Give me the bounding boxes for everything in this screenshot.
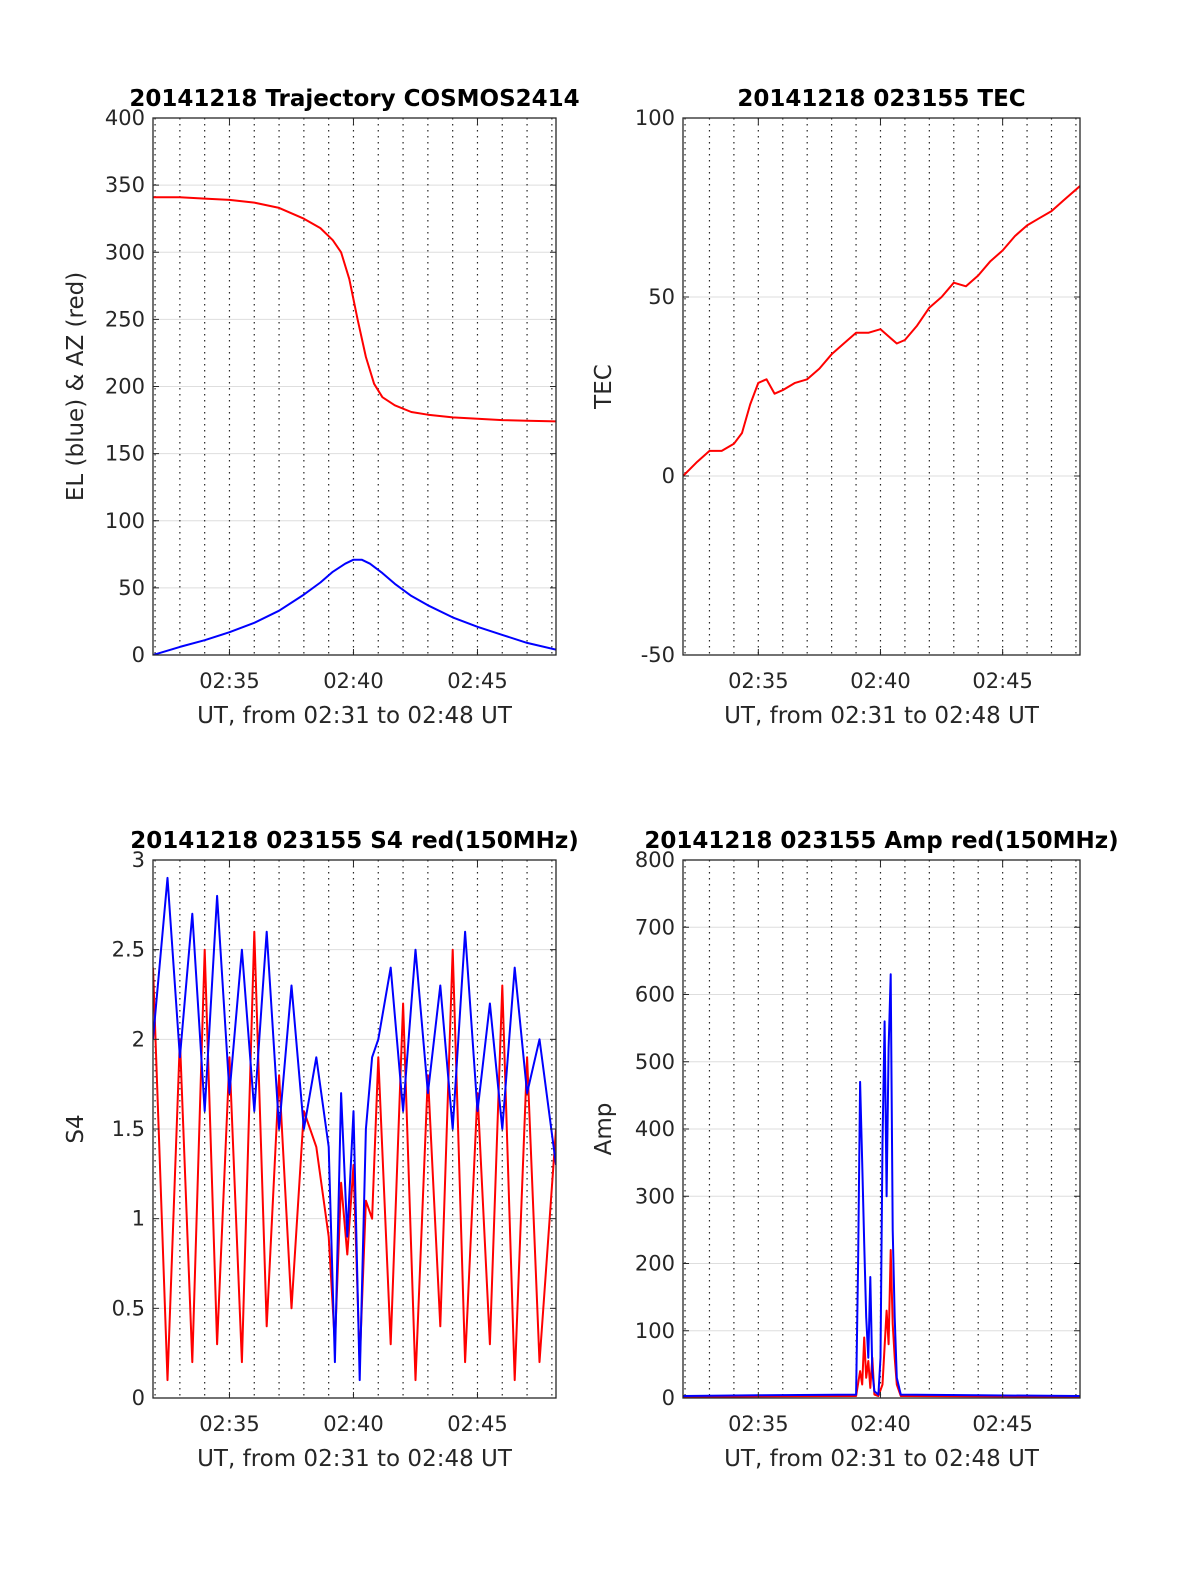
- axes-box: [682, 117, 1081, 656]
- y-tick-label: 700: [635, 915, 675, 939]
- y-tick-label: 100: [105, 509, 145, 533]
- chart-title: 20141218 023155 Amp red(150MHz): [644, 828, 1118, 854]
- y-tick-label: 2: [132, 1027, 145, 1051]
- tec-plot: -50 0 50 100 02:35 02:40 02:45 20141218 023155 …: [591, 86, 1081, 729]
- y-tick-label: 350: [105, 173, 145, 197]
- y-axis-label: TEC: [591, 364, 617, 410]
- y-tick-label: 300: [635, 1184, 675, 1208]
- x-tick-label: 02:45: [972, 669, 1033, 693]
- y-tick-label: 50: [648, 285, 675, 309]
- x-tick-label: 02:45: [972, 1412, 1033, 1436]
- y-tick-label: 2.5: [112, 938, 145, 962]
- y-tick-label: 250: [105, 307, 145, 331]
- y-tick-label: 0: [132, 1386, 145, 1410]
- y-tick-label: -50: [641, 643, 675, 667]
- chart-title: 20141218 023155 TEC: [737, 86, 1025, 112]
- series-line-1: [153, 558, 556, 655]
- chart-title: 20141218 023155 S4 red(150MHz): [130, 828, 579, 854]
- y-tick-label: 100: [635, 106, 675, 130]
- x-axis-label: UT, from 02:31 to 02:48 UT: [197, 1446, 513, 1472]
- series-line-0: [683, 1249, 1080, 1398]
- y-axis-label: Amp: [591, 1103, 617, 1156]
- y-tick-label: 100: [635, 1319, 675, 1343]
- series-line-0: [153, 196, 556, 423]
- x-axis-label: UT, from 02:31 to 02:48 UT: [197, 703, 513, 729]
- x-tick-label: 02:35: [199, 669, 260, 693]
- y-tick-label: 1.5: [112, 1117, 145, 1141]
- y-tick-label: 50: [118, 576, 145, 600]
- x-axis-label: UT, from 02:31 to 02:48 UT: [724, 703, 1040, 729]
- x-tick-label: 02:35: [728, 669, 789, 693]
- series-line-0: [153, 930, 556, 1382]
- y-tick-label: 3: [132, 848, 145, 872]
- trajectory-plot: 0 50 100 150 200 250 300 350 400 02:35 02:40 02:45 2…: [63, 86, 580, 729]
- y-tick-label: 800: [635, 848, 675, 872]
- x-tick-label: 02:40: [323, 1412, 384, 1436]
- amp-plot: 0 100 200 300 400 500 600 700 800 02:35 02:40 02:45…: [591, 828, 1119, 1472]
- y-tick-label: 0.5: [112, 1296, 145, 1320]
- series-line-1: [153, 876, 556, 1382]
- y-tick-label: 0: [662, 1386, 675, 1410]
- y-tick-label: 200: [635, 1252, 675, 1276]
- y-tick-label: 0: [132, 643, 145, 667]
- x-tick-label: 02:40: [850, 669, 911, 693]
- x-tick-label: 02:40: [323, 669, 384, 693]
- x-tick-label: 02:40: [850, 1412, 911, 1436]
- chart-title: 20141218 Trajectory COSMOS2414: [129, 86, 579, 112]
- y-tick-label: 500: [635, 1050, 675, 1074]
- y-tick-label: 200: [105, 375, 145, 399]
- x-tick-label: 02:45: [447, 669, 508, 693]
- y-tick-label: 150: [105, 442, 145, 466]
- s4-plot: 0 0.5 1 1.5 2 2.5 3 02:35 02:40 02:45 20141218 023…: [63, 828, 579, 1472]
- y-tick-label: 1: [132, 1207, 145, 1231]
- y-tick-label: 600: [635, 983, 675, 1007]
- y-tick-label: 400: [105, 106, 145, 130]
- y-tick-label: 400: [635, 1117, 675, 1141]
- y-tick-label: 0: [662, 464, 675, 488]
- x-tick-label: 02:35: [728, 1412, 789, 1436]
- series-line-1: [683, 973, 1080, 1397]
- x-tick-label: 02:45: [447, 1412, 508, 1436]
- y-tick-label: 300: [105, 240, 145, 264]
- x-tick-label: 02:35: [199, 1412, 260, 1436]
- series-line-0: [683, 185, 1080, 477]
- y-axis-label: EL (blue) & AZ (red): [63, 272, 89, 501]
- x-axis-label: UT, from 02:31 to 02:48 UT: [724, 1446, 1040, 1472]
- y-axis-label: S4: [63, 1114, 89, 1143]
